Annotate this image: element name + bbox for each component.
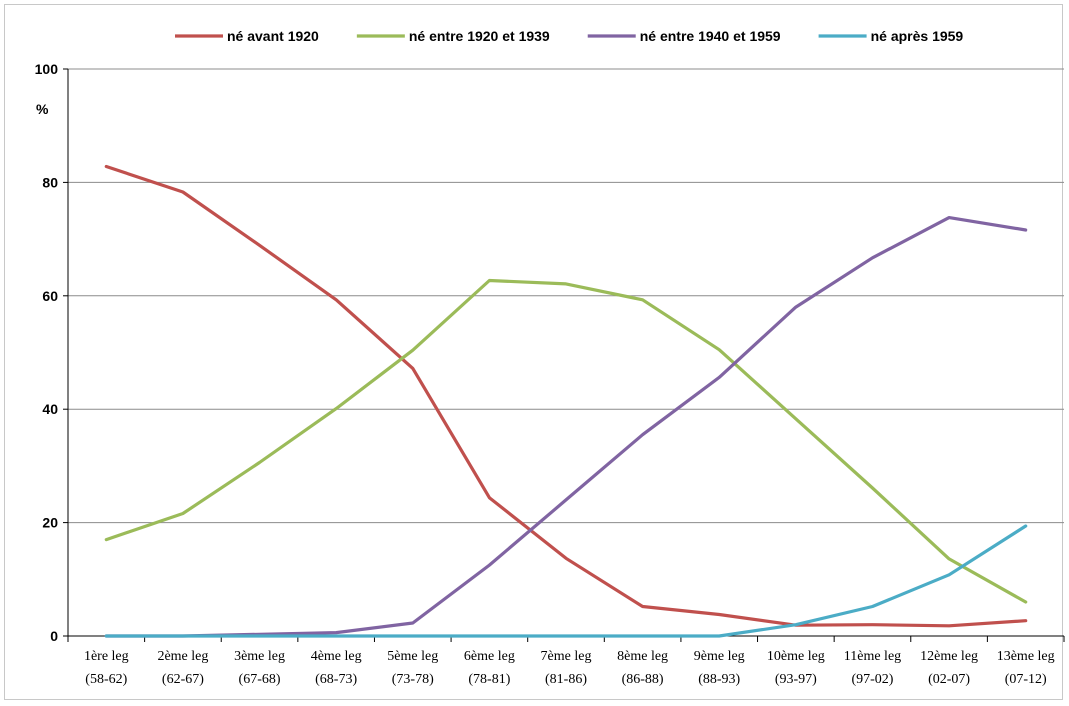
series-line-4 [104, 524, 1028, 638]
x-axis: 1ère leg (58-62) 2ème leg (62-67) 3ème leg (6… [67, 635, 1065, 687]
x-tick-label: 1ère leg [84, 649, 129, 664]
x-tick-sublabel: (88-93) [698, 672, 740, 687]
y-tick-label: 60 [42, 288, 58, 304]
grid [68, 68, 1064, 524]
y-tick-label: 0 [50, 628, 58, 644]
legend-label: né avant 1920 [227, 28, 319, 44]
x-tick-sublabel: (68-73) [315, 672, 357, 687]
x-tick-sublabel: (02-07) [928, 672, 970, 687]
x-tick-label: 13ème leg [997, 649, 1055, 664]
x-tick-sublabel: (78-81) [468, 672, 510, 687]
x-tick-sublabel: (93-97) [775, 672, 817, 687]
x-tick-sublabel: (81-86) [545, 672, 587, 687]
x-tick-sublabel: (67-68) [239, 672, 281, 687]
x-tick-sublabel: (62-67) [162, 672, 204, 687]
legend-label: né après 1959 [871, 28, 964, 44]
series-line-1 [104, 164, 1028, 628]
legend-item-4: né après 1959 [818, 28, 964, 44]
series-lines [104, 164, 1028, 638]
legend-item-1: né avant 1920 [175, 28, 319, 44]
legend-label: né entre 1920 et 1939 [409, 28, 550, 44]
x-tick-label: 12ème leg [920, 649, 978, 664]
y-tick-label: 100 [35, 61, 59, 77]
chart-frame [4, 4, 1063, 700]
y-axis: % 0 20 40 60 80 100 [35, 61, 69, 644]
x-tick-label: 10ème leg [767, 649, 825, 664]
y-tick-label: 20 [42, 515, 58, 531]
legend-item-3: né entre 1940 et 1959 [587, 28, 781, 44]
x-tick-label: 3ème leg [234, 649, 285, 664]
legend-label: né entre 1940 et 1959 [640, 28, 781, 44]
legend: né avant 1920 né entre 1920 et 1939 né ent… [175, 28, 963, 44]
x-tick-label: 2ème leg [157, 649, 208, 664]
x-tick-sublabel: (86-88) [622, 672, 664, 687]
x-tick-label: 7ème leg [541, 649, 592, 664]
x-tick-sublabel: (97-02) [851, 672, 893, 687]
x-tick-sublabel: (73-78) [392, 672, 434, 687]
x-tick-label: 4ème leg [311, 649, 362, 664]
x-tick-label: 8ème leg [617, 649, 668, 664]
x-tick-label: 5ème leg [387, 649, 438, 664]
legend-item-2: né entre 1920 et 1939 [356, 28, 550, 44]
y-axis-label: % [36, 101, 49, 117]
x-tick-label: 6ème leg [464, 649, 515, 664]
x-tick-sublabel: (58-62) [85, 672, 127, 687]
y-tick-label: 40 [42, 401, 58, 417]
y-tick-label: 80 [42, 174, 58, 190]
x-tick-label: 11ème leg [844, 649, 901, 664]
series-line-3 [104, 216, 1028, 638]
series-line-2 [104, 278, 1028, 604]
x-tick-sublabel: (07-12) [1005, 672, 1047, 687]
x-tick-label: 9ème leg [694, 649, 745, 664]
